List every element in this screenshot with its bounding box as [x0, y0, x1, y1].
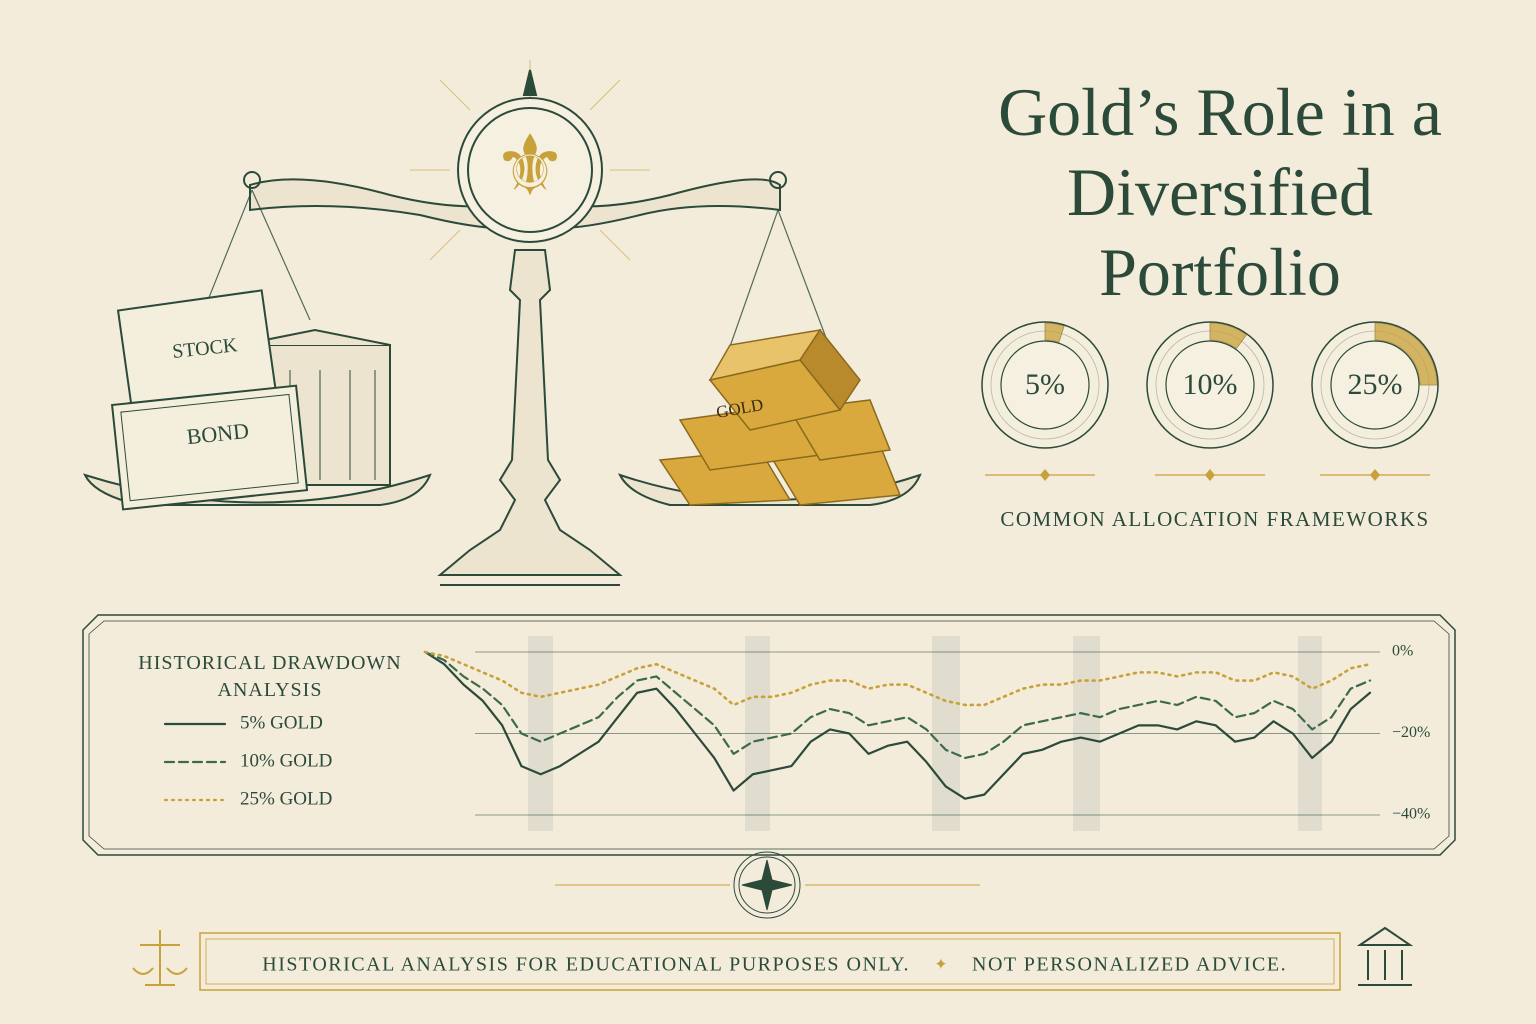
- page-title: Gold’s Role in a Diversified Portfolio: [998, 74, 1442, 310]
- series-line: [423, 650, 1372, 800]
- footer-note: HISTORICAL ANALYSIS FOR EDUCATIONAL PURP…: [262, 954, 910, 976]
- footer-advice: NOT PERSONALIZED ADVICE.: [972, 954, 1287, 976]
- donut-ring: [1000, 340, 1090, 430]
- series-line: [423, 650, 1372, 707]
- separator: ✦: [934, 957, 947, 974]
- donut-ring: [1330, 340, 1420, 430]
- y-tick-label: −20%: [1392, 724, 1430, 741]
- chart-frame: [82, 614, 1456, 856]
- footer-ornament: [132, 851, 1414, 991]
- diamond: [1205, 469, 1215, 481]
- donut-segment: [1374, 322, 1438, 386]
- y-tick-label: −40%: [1392, 806, 1430, 823]
- y-tick-label: 0%: [1392, 643, 1413, 660]
- diamond: [1040, 469, 1050, 481]
- legend-label: 5% GOLD: [240, 712, 323, 733]
- donut-segment: [1044, 322, 1065, 343]
- donut-label: 5%: [1025, 368, 1065, 401]
- donut-segment: [1209, 322, 1247, 350]
- series-line: [423, 650, 1372, 760]
- legend-label: 25% GOLD: [240, 788, 332, 809]
- donut-label: 25%: [1348, 368, 1403, 401]
- donut-caption: COMMON ALLOCATION FRAMEWORKS: [1000, 507, 1429, 531]
- donut-label: 10%: [1183, 368, 1238, 401]
- diamond: [1370, 469, 1380, 481]
- legend-label: 10% GOLD: [240, 750, 332, 771]
- scale-illustration: ⚜: [83, 60, 922, 586]
- svg-text:⚜: ⚜: [492, 120, 567, 213]
- donut-ring: [1165, 340, 1255, 430]
- chart-title: HISTORICAL DRAWDOWN ANALYSIS: [138, 652, 402, 701]
